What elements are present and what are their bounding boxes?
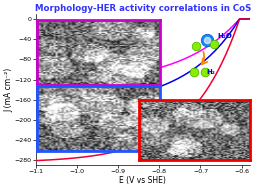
Text: H₂O: H₂O	[217, 33, 232, 39]
X-axis label: E (V vs SHE): E (V vs SHE)	[119, 176, 166, 185]
Point	[202, 70, 207, 74]
Title: Morphology-HER activity correlations in CoS: Morphology-HER activity correlations in …	[35, 4, 251, 13]
Point	[204, 39, 209, 42]
Point	[192, 70, 196, 74]
Point	[204, 39, 209, 42]
Point	[194, 45, 198, 48]
Text: H₂: H₂	[207, 69, 215, 75]
Point	[212, 43, 216, 46]
Y-axis label: J (mA cm⁻²): J (mA cm⁻²)	[4, 67, 13, 112]
